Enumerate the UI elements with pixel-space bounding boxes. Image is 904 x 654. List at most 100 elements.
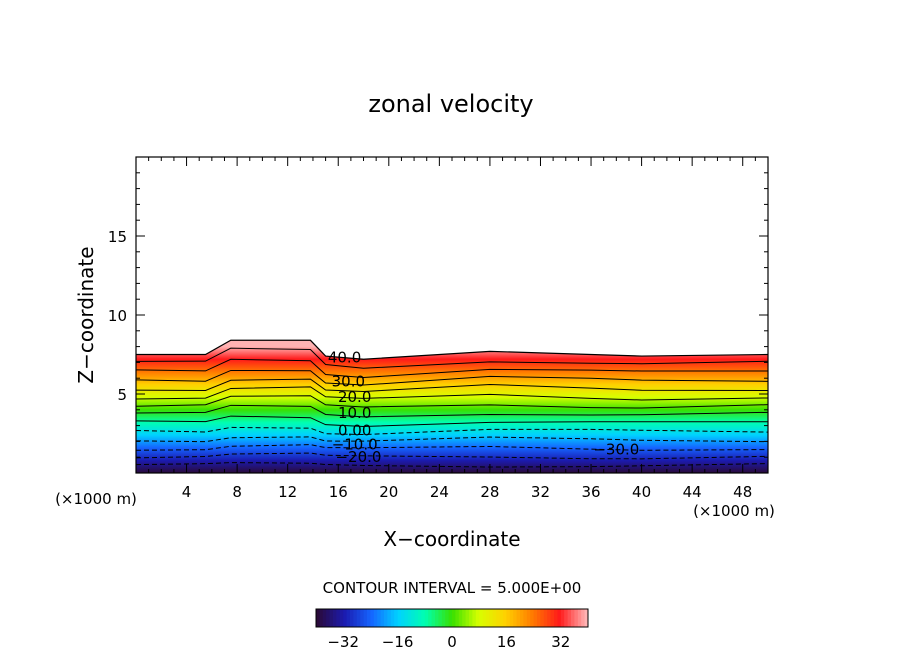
colorbar-swatch [329, 609, 334, 627]
contour-line [136, 358, 768, 379]
contour-label: 10.0 [338, 404, 371, 422]
x-unit-right: (×1000 m) [693, 502, 775, 520]
colorbar-swatch [448, 609, 453, 627]
colorbar-tick-label: 0 [447, 633, 457, 651]
colorbar [316, 609, 589, 627]
colorbar-swatch [380, 609, 385, 627]
x-unit-left: (×1000 m) [55, 490, 137, 508]
x-tick-label: 36 [581, 483, 600, 501]
colorbar-swatch [509, 609, 514, 627]
colorbar-swatch [363, 609, 368, 627]
contour-label: 20.0 [338, 388, 371, 406]
contour-line [136, 415, 768, 427]
x-tick-label: 12 [278, 483, 297, 501]
colorbar-swatch [390, 609, 395, 627]
x-tick-label: 28 [480, 483, 499, 501]
colorbar-swatch [530, 609, 535, 627]
colorbar-swatch [346, 609, 351, 627]
contour-labels: 40.0 30.020.010.00.00−10.0−20.0 −30.0 [328, 349, 639, 467]
colorbar-tick-label: 32 [551, 633, 570, 651]
colorbar-swatch [394, 609, 399, 627]
chart-title: zonal velocity [368, 90, 533, 118]
colorbar-swatch [475, 609, 480, 627]
contour-interval-text: CONTOUR INTERVAL = 5.000E+00 [323, 579, 582, 597]
colorbar-swatch [397, 609, 402, 627]
plot-area [136, 157, 768, 473]
colorbar-swatch [567, 609, 572, 627]
colorbar-swatch [462, 609, 467, 627]
colorbar-swatch [431, 609, 436, 627]
colorbar-swatch [360, 609, 365, 627]
contour-line [136, 369, 768, 386]
x-axis-ticks: 4 8 12 16 20 24 28 32 36 40 44 48 [148, 157, 756, 501]
x-tick-label: 24 [430, 483, 449, 501]
x-tick-label: 44 [683, 483, 702, 501]
colorbar-swatch [506, 609, 511, 627]
colorbar-swatch [377, 609, 382, 627]
contour-line [136, 426, 768, 436]
colorbar-swatch [571, 609, 575, 627]
colorbar-swatch [414, 609, 419, 627]
colorbar-swatch [441, 609, 446, 627]
colorbar-swatch [322, 609, 327, 627]
contour-line [136, 444, 768, 451]
colorbar-swatch [479, 609, 484, 627]
colorbar-swatch [577, 609, 582, 627]
colorbar-tick-labels: −32 −16 0 16 32 [327, 633, 570, 651]
contour-line [136, 452, 768, 460]
colorbar-swatch [554, 609, 558, 627]
velocity-field [136, 340, 768, 473]
colorbar-swatch [333, 609, 337, 627]
colorbar-swatch [421, 609, 426, 627]
colorbar-swatch [343, 609, 348, 627]
colorbar-swatch [319, 609, 324, 627]
contour-line [136, 386, 768, 401]
contour-label: 0.00 [338, 421, 371, 439]
colorbar-swatch [316, 609, 320, 627]
y-axis-ticks: 5 10 15 [108, 172, 768, 458]
contour-line [136, 395, 768, 409]
contour-label: 40.0 [328, 349, 361, 367]
y-tick-label: 10 [108, 307, 127, 325]
colorbar-swatch [560, 609, 565, 627]
colorbar-swatch [373, 609, 378, 627]
colorbar-swatch [584, 609, 589, 627]
x-axis-label: X−coordinate [383, 527, 520, 551]
contour-line [136, 436, 768, 443]
x-tick-label: 8 [232, 483, 242, 501]
colorbar-swatch [465, 609, 470, 627]
contour-label: 30.0 [332, 372, 365, 390]
colorbar-swatch [367, 609, 371, 627]
colorbar-swatch [543, 609, 548, 627]
contour-line [136, 347, 768, 369]
colorbar-swatch [438, 609, 443, 627]
colorbar-swatch [336, 609, 341, 627]
contour-line [136, 404, 768, 418]
y-tick-label: 15 [108, 228, 127, 246]
x-tick-label: 20 [379, 483, 398, 501]
contour-lines [136, 347, 768, 468]
colorbar-swatch [356, 609, 361, 627]
contour-label: −20.0 [335, 448, 381, 466]
colorbar-tick-label: 16 [497, 633, 516, 651]
colorbar-swatch [455, 609, 460, 627]
colorbar-swatch [503, 609, 507, 627]
colorbar-swatch [516, 609, 521, 627]
colorbar-swatch [550, 609, 555, 627]
y-tick-label: 5 [117, 386, 127, 404]
colorbar-swatch [547, 609, 552, 627]
colorbar-swatch [435, 609, 439, 627]
colorbar-swatch [513, 609, 518, 627]
x-tick-label: 48 [733, 483, 752, 501]
colorbar-swatch [499, 609, 504, 627]
colorbar-swatch [326, 609, 331, 627]
colorbar-swatch [353, 609, 358, 627]
colorbar-swatch [523, 609, 528, 627]
x-tick-label: 16 [329, 483, 348, 501]
colorbar-frame [315, 608, 589, 628]
colorbar-swatch [384, 609, 388, 627]
colorbar-swatch [537, 609, 541, 627]
x-tick-label: 4 [182, 483, 192, 501]
colorbar-swatch [469, 609, 473, 627]
